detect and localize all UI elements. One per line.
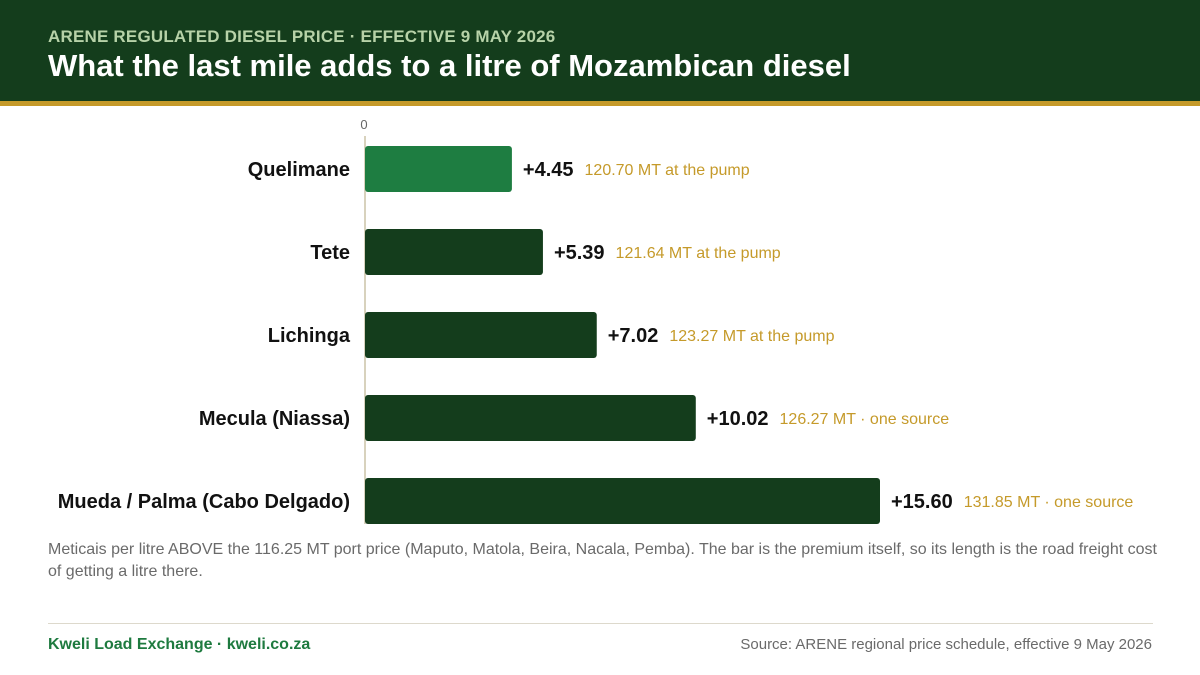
value-label: +15.60 (891, 491, 953, 513)
bar (365, 146, 512, 192)
header-banner: ARENE REGULATED DIESEL PRICE · EFFECTIVE… (0, 0, 1200, 106)
source-credit: Source: ARENE regional price schedule, e… (740, 636, 1152, 653)
bar (365, 478, 880, 524)
chart-kicker: ARENE REGULATED DIESEL PRICE · EFFECTIVE… (48, 27, 556, 46)
chart-note: Meticais per litre ABOVE the 116.25 MT p… (48, 541, 1157, 580)
value-label: +10.02 (707, 408, 769, 430)
bar-annotation: 120.70 MT at the pump (585, 162, 750, 179)
brand-credit: Kweli Load Exchange · kweli.co.za (48, 636, 311, 653)
value-label: +5.39 (554, 242, 605, 264)
bar (365, 312, 597, 358)
bar (365, 395, 696, 441)
bar-annotation: 123.27 MT at the pump (669, 328, 834, 345)
category-label: Mueda / Palma (Cabo Delgado) (58, 491, 350, 513)
bar (365, 229, 543, 275)
footer-divider (48, 623, 1153, 624)
category-label: Mecula (Niassa) (199, 408, 350, 430)
bar-annotation: 121.64 MT at the pump (616, 245, 781, 262)
category-label: Tete (310, 242, 350, 264)
bar-annotation: 131.85 MT · one source (964, 494, 1134, 511)
value-label: +4.45 (523, 159, 574, 181)
bar-chart: 0 Quelimane +4.45 120.70 MT at the pump Tete… (58, 117, 1134, 524)
chart-title: What the last mile adds to a litre of Mo… (48, 48, 851, 83)
value-label: +7.02 (608, 325, 659, 347)
category-label: Lichinga (268, 325, 351, 347)
axis-tick-label: 0 (360, 117, 367, 132)
bar-annotation: 126.27 MT · one source (780, 411, 950, 428)
category-label: Quelimane (248, 159, 350, 181)
